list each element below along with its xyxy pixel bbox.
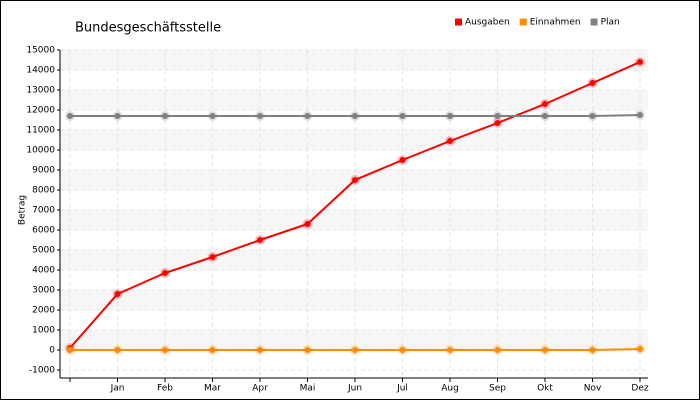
data-point (162, 270, 168, 276)
x-tick-label: Jul (396, 384, 408, 394)
y-tick-label: 1000 (32, 326, 55, 336)
data-point (637, 346, 643, 352)
data-point (304, 113, 311, 119)
data-point (494, 113, 501, 119)
data-point (542, 347, 548, 353)
x-tick-label: Mar (204, 384, 221, 394)
y-tick-label: -1000 (29, 366, 55, 376)
data-point (162, 347, 168, 353)
grid-band (60, 210, 648, 230)
grid-band (60, 90, 648, 110)
data-point (114, 347, 121, 353)
grid-band (60, 130, 648, 150)
y-tick-label: 11000 (26, 126, 55, 136)
data-point (209, 113, 216, 119)
y-tick-label: 0 (49, 346, 55, 356)
legend-swatch (590, 18, 598, 26)
data-point (447, 347, 453, 353)
y-tick-label: 7000 (32, 206, 55, 216)
data-point (209, 347, 216, 353)
data-point (352, 347, 358, 353)
data-point (257, 237, 263, 243)
data-point (352, 177, 358, 183)
data-point (257, 113, 263, 119)
data-point (304, 347, 311, 353)
data-point (542, 113, 548, 119)
chart-title: Bundesgeschäftsstelle (75, 21, 221, 36)
y-tick-label: 4000 (32, 266, 55, 276)
data-point (589, 347, 596, 353)
x-tick-label: Jun (347, 384, 362, 394)
data-point (399, 347, 406, 353)
data-point (209, 254, 216, 260)
legend-label: Ausgaben (465, 18, 510, 28)
data-point (162, 113, 168, 119)
x-tick-label: Jan (110, 384, 125, 394)
y-tick-label: 5000 (32, 246, 55, 256)
grid-band (60, 50, 648, 70)
x-tick-label: Dez (631, 384, 648, 394)
y-tick-label: 13000 (26, 86, 55, 96)
y-tick-label: 6000 (32, 226, 55, 236)
y-tick-label: 2000 (32, 306, 55, 316)
data-point (589, 80, 596, 86)
x-tick-label: Okt (537, 384, 553, 394)
data-point (114, 113, 121, 119)
grid-band (60, 290, 648, 310)
legend-swatch (455, 18, 462, 26)
data-point (399, 113, 406, 119)
y-tick-label: 9000 (32, 166, 55, 176)
y-tick-label: 15000 (26, 46, 55, 56)
data-point (542, 101, 548, 107)
data-point (352, 113, 358, 119)
x-tick-label: Mai (300, 384, 316, 394)
data-point (304, 221, 311, 227)
x-tick-label: Feb (157, 384, 173, 394)
data-point (67, 113, 73, 119)
grid-band (60, 330, 648, 350)
data-point (637, 112, 643, 118)
y-tick-label: 8000 (32, 186, 55, 196)
legend-label: Plan (601, 18, 620, 28)
y-tick-label: 12000 (26, 106, 55, 116)
y-tick-label: 14000 (26, 66, 55, 76)
data-point (494, 120, 501, 126)
data-point (67, 347, 73, 353)
x-tick-label: Nov (584, 384, 602, 394)
data-point (399, 157, 406, 163)
legend-swatch (519, 18, 527, 26)
grid-band (60, 250, 648, 270)
data-point (447, 113, 453, 119)
y-axis-label: Betrag (18, 195, 28, 225)
x-tick-label: Aug (441, 384, 459, 394)
x-tick-label: Sep (489, 384, 506, 394)
data-point (447, 138, 453, 144)
data-point (589, 113, 596, 119)
x-tick-label: Apr (252, 384, 268, 394)
data-point (494, 347, 501, 353)
legend-label: Einnahmen (530, 18, 581, 28)
y-tick-label: 10000 (26, 146, 55, 156)
data-point (114, 291, 121, 297)
y-tick-label: 3000 (32, 286, 55, 296)
data-point (257, 347, 263, 353)
data-point (637, 59, 643, 65)
